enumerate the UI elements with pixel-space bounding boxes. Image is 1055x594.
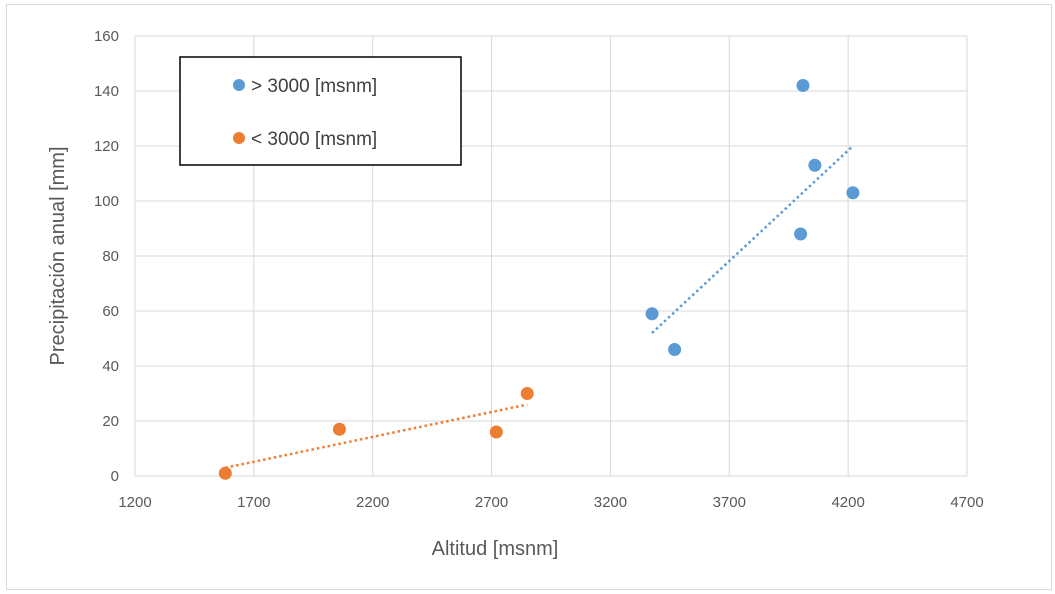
x-tick-label: 1700	[237, 494, 270, 511]
x-axis-ticks: 1200 1700 2200 2700 3200 3700 4200 4700	[118, 494, 983, 511]
data-point-series-1	[332, 422, 346, 436]
x-tick-label: 3200	[594, 494, 627, 511]
y-tick-label: 40	[102, 358, 119, 375]
data-point-series-1	[218, 466, 232, 480]
x-tick-label: 4700	[950, 494, 983, 511]
data-point-series-0	[794, 227, 808, 241]
x-tick-label: 2200	[356, 494, 389, 511]
data-point-series-0	[796, 79, 810, 92]
y-tick-label: 80	[102, 248, 119, 265]
grid	[134, 35, 968, 477]
y-tick-label: 0	[111, 468, 119, 485]
y-axis-ticks: 0 20 40 60 80 100 120 140 160	[94, 28, 119, 485]
y-tick-label: 140	[94, 83, 119, 100]
data-point-series-1	[489, 425, 503, 439]
x-tick-label: 3700	[713, 494, 746, 511]
data-point-series-0	[668, 343, 682, 356]
y-tick-label: 160	[94, 28, 119, 45]
y-tick-label: 60	[102, 303, 119, 320]
x-tick-label: 2700	[475, 494, 508, 511]
data-points	[218, 79, 860, 480]
legend-marker-above-3000	[233, 79, 245, 91]
trendline-series-1	[225, 403, 528, 469]
legend-box	[179, 56, 462, 166]
legend-label-below-3000: < 3000 [msnm]	[251, 129, 377, 150]
y-tick-label: 100	[94, 193, 119, 210]
legend-label-above-3000: > 3000 [msnm]	[251, 76, 377, 97]
x-tick-label: 1200	[118, 494, 151, 511]
y-axis-title: Precipitación anual [mm]	[47, 147, 69, 366]
data-point-series-1	[520, 387, 534, 400]
data-point-series-0	[645, 307, 659, 321]
data-point-series-0	[846, 186, 860, 200]
legend-marker-below-3000	[233, 132, 245, 144]
y-tick-label: 120	[94, 138, 119, 155]
trendlines	[225, 145, 854, 469]
x-tick-label: 4200	[831, 494, 864, 511]
y-tick-label: 20	[102, 413, 119, 430]
legend: > 3000 [msnm] < 3000 [msnm]	[179, 56, 462, 166]
data-point-series-0	[808, 158, 822, 172]
trendline-series-0	[651, 145, 854, 334]
x-axis-title: Altitud [msnm]	[432, 538, 559, 560]
